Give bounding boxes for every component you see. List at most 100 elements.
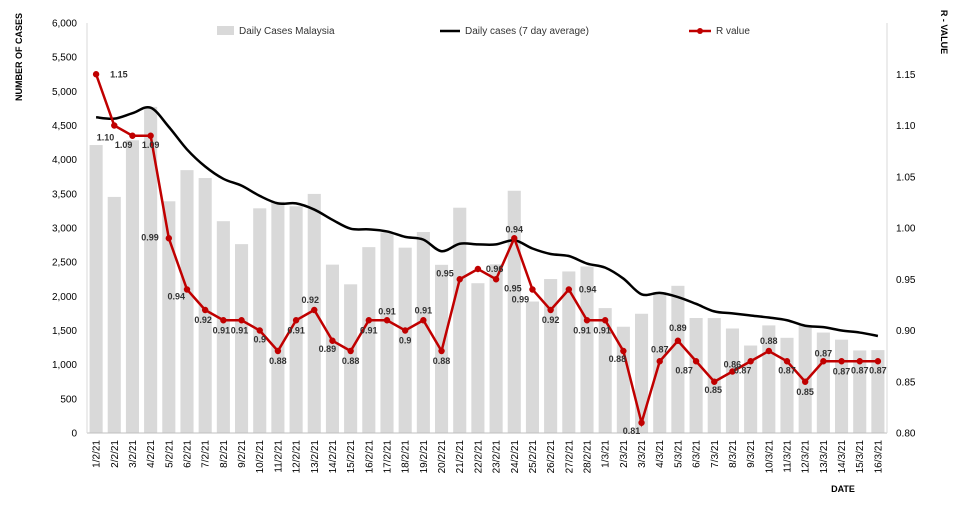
y2-axis-title: R - VALUE bbox=[939, 10, 949, 54]
r-point-5/2/21 bbox=[165, 235, 173, 242]
r-data-label: 0.88 bbox=[433, 356, 451, 366]
r-data-label: 0.89 bbox=[319, 344, 337, 354]
axes bbox=[86, 23, 888, 434]
r-data-label: 0.91 bbox=[360, 325, 378, 335]
legend-marker-r bbox=[697, 28, 703, 34]
r-point-2/2/21 bbox=[111, 122, 118, 129]
r-point-16/3/21 bbox=[874, 358, 882, 365]
r-point-6/2/21 bbox=[183, 286, 191, 293]
x-tick-11/2/21: 11/2/21 bbox=[273, 440, 284, 473]
r-data-label: 0.85 bbox=[796, 387, 814, 397]
r-point-3/2/21 bbox=[129, 132, 136, 139]
r-data-label: 0.88 bbox=[609, 354, 627, 364]
x-tick-11/3/21: 11/3/21 bbox=[783, 440, 794, 473]
r-point-15/2/21 bbox=[347, 347, 354, 355]
bar-8/3/21 bbox=[725, 328, 739, 433]
r-data-label: 0.87 bbox=[869, 365, 887, 375]
r-data-label: 0.85 bbox=[705, 385, 723, 395]
y2-tick-label: 1.10 bbox=[896, 121, 916, 132]
x-tick-5/3/21: 5/3/21 bbox=[673, 440, 684, 468]
x-tick-27/2/21: 27/2/21 bbox=[564, 440, 575, 474]
r-data-label: 0.92 bbox=[302, 295, 320, 305]
legend-swatch-bars bbox=[217, 26, 234, 35]
x-tick-20/2/21: 20/2/21 bbox=[437, 440, 448, 474]
bar-16/2/21 bbox=[362, 247, 376, 433]
r-data-label: 0.81 bbox=[623, 426, 641, 436]
r-data-label: 0.9 bbox=[399, 336, 412, 346]
y-tick-label: 1,000 bbox=[52, 360, 77, 371]
r-data-label: 0.87 bbox=[675, 365, 693, 375]
y-tick-label: 0 bbox=[71, 429, 77, 440]
bar-11/2/21 bbox=[271, 201, 285, 433]
r-point-20/2/21 bbox=[438, 347, 445, 355]
bar-14/3/21 bbox=[835, 339, 849, 433]
bar-25/2/21 bbox=[525, 301, 539, 433]
bar-11/3/21 bbox=[780, 337, 794, 433]
r-point-6/3/21 bbox=[692, 358, 700, 365]
r-point-9/2/21 bbox=[238, 317, 245, 324]
bar-series bbox=[89, 106, 885, 434]
x-tick-17/2/21: 17/2/21 bbox=[383, 440, 394, 474]
r-data-label: 0.91 bbox=[415, 305, 433, 315]
x-tick-5/2/21: 5/2/21 bbox=[164, 440, 175, 468]
bar-23/2/21 bbox=[489, 264, 503, 433]
y-tick-label: 1,500 bbox=[52, 326, 77, 337]
x-tick-6/3/21: 6/3/21 bbox=[692, 440, 703, 468]
r-point-9/3/21 bbox=[747, 358, 754, 365]
r-point-14/3/21 bbox=[838, 358, 845, 365]
r-point-10/2/21 bbox=[256, 327, 263, 334]
r-point-3/3/21 bbox=[638, 419, 645, 426]
x-tick-4/2/21: 4/2/21 bbox=[146, 440, 157, 468]
r-points bbox=[92, 71, 882, 426]
r-data-label: 0.87 bbox=[778, 365, 796, 375]
r-data-label: 0.96 bbox=[486, 264, 504, 274]
y-tick-label: 4,500 bbox=[52, 121, 77, 132]
x-tick-2/3/21: 2/3/21 bbox=[619, 440, 630, 468]
r-data-label: 0.87 bbox=[815, 348, 833, 358]
x-tick-23/2/21: 23/2/21 bbox=[492, 440, 503, 474]
r-point-14/2/21 bbox=[329, 337, 336, 344]
r-point-22/2/21 bbox=[474, 265, 482, 273]
r-data-label: 0.91 bbox=[213, 325, 231, 335]
r-point-28/2/21 bbox=[583, 317, 591, 324]
x-tick-1/3/21: 1/3/21 bbox=[601, 440, 612, 468]
r-data-label: 0.89 bbox=[669, 323, 687, 333]
y2-tick-label: 0.80 bbox=[896, 429, 916, 440]
r-point-16/2/21 bbox=[365, 317, 373, 324]
bar-2/3/21 bbox=[616, 326, 630, 433]
x-tick-1/2/21: 1/2/21 bbox=[92, 440, 103, 468]
r-data-label: 0.87 bbox=[851, 365, 869, 375]
bar-21/2/21 bbox=[453, 207, 467, 433]
r-data-label: 0.91 bbox=[231, 325, 249, 335]
r-data-label: 0.87 bbox=[734, 365, 752, 375]
r-point-23/2/21 bbox=[492, 276, 500, 283]
r-point-13/3/21 bbox=[820, 358, 827, 365]
y2-tick-label: 1.15 bbox=[896, 70, 916, 81]
r-point-27/2/21 bbox=[565, 286, 573, 293]
r-data-label: 1.15 bbox=[110, 69, 128, 79]
r-point-24/2/21 bbox=[511, 235, 518, 242]
x-tick-10/3/21: 10/3/21 bbox=[764, 440, 775, 474]
r-data-label: 0.94 bbox=[167, 292, 185, 302]
y2-tick-label: 1.05 bbox=[896, 172, 916, 183]
r-point-1/2/21 bbox=[92, 71, 100, 78]
r-data-label: 1.09 bbox=[142, 140, 160, 150]
bar-6/3/21 bbox=[689, 318, 703, 433]
x-tick-12/3/21: 12/3/21 bbox=[801, 440, 812, 474]
bar-24/2/21 bbox=[507, 190, 521, 433]
bar-15/3/21 bbox=[853, 350, 867, 433]
r-point-21/2/21 bbox=[456, 276, 463, 283]
r-point-7/3/21 bbox=[711, 378, 718, 385]
bar-14/2/21 bbox=[325, 264, 339, 433]
r-data-label: 0.94 bbox=[579, 285, 597, 295]
legend-label-avg: Daily cases (7 day average) bbox=[465, 26, 589, 37]
r-point-8/3/21 bbox=[729, 368, 736, 375]
y-tick-label: 5,500 bbox=[52, 53, 77, 64]
r-data-label: 0.88 bbox=[760, 336, 778, 346]
y2-tick-label: 0.85 bbox=[896, 377, 916, 388]
x-tick-19/2/21: 19/2/21 bbox=[419, 440, 430, 474]
x-axis-title: DATE bbox=[831, 484, 855, 494]
r-point-11/3/21 bbox=[783, 358, 791, 365]
r-point-4/2/21 bbox=[147, 132, 154, 139]
